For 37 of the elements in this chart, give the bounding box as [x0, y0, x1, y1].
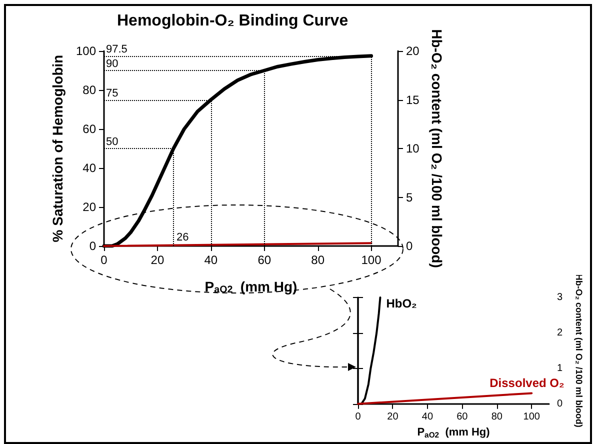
ref-line-label: 26: [176, 232, 189, 244]
x-tick-label: 80: [491, 411, 503, 422]
y-tick-label: 80: [82, 83, 96, 97]
y-tick-label: 1: [557, 362, 563, 374]
x-tick-label: 40: [204, 253, 218, 267]
y2-tick-label: 10: [406, 142, 420, 156]
y-tick-label: 100: [76, 44, 96, 58]
chart-title: Hemoglobin-O₂ Binding Curve: [117, 12, 348, 30]
x-tick-label: 0: [100, 253, 108, 267]
y2-axis-title: Hb-O₂ content (ml O₂ /100 ml blood): [429, 29, 445, 268]
y-axis-title: % Saturation of Hemoglobin: [50, 54, 66, 242]
x-tick-label: 60: [258, 253, 272, 267]
y-tick-label: 0: [557, 398, 563, 410]
y2-tick-label: 20: [406, 44, 420, 58]
y-tick-label: 40: [82, 161, 96, 175]
ref-line-label: 50: [106, 136, 118, 148]
legend-label: HbO₂: [386, 296, 417, 310]
y-tick-label: 20: [82, 200, 96, 214]
x-tick-label: 100: [523, 411, 540, 422]
y-tick-label: 2: [557, 327, 563, 338]
x-tick-label: 100: [361, 253, 382, 267]
y-tick-label: 3: [557, 292, 563, 303]
y2-tick-label: 15: [406, 92, 420, 107]
y2-tick-label: 0: [406, 239, 413, 253]
x-tick-label: 20: [150, 253, 164, 267]
x-tick-label: 40: [422, 411, 434, 422]
x-tick-label: 0: [355, 411, 362, 422]
y2-tick-label: 5: [406, 190, 413, 204]
y-tick-label: 0: [89, 239, 96, 253]
x-tick-label: 80: [311, 253, 325, 267]
ref-line-label: 97.5: [106, 43, 128, 56]
x-tick-label: 20: [387, 411, 399, 422]
series-label: Dissolved O₂: [490, 376, 564, 390]
ref-line-label: 90: [106, 58, 118, 70]
x-tick-label: 60: [456, 411, 468, 422]
y-tick-label: 60: [82, 122, 96, 136]
ref-line-label: 75: [106, 87, 118, 100]
